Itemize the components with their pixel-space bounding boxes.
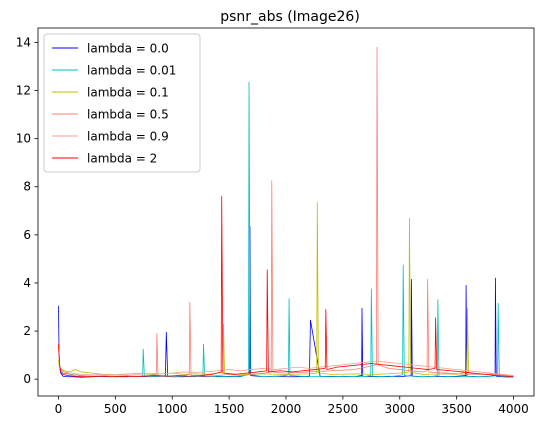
legend-label: lambda = 0.5 [87,108,169,122]
chart-title: psnr_abs (Image26) [220,9,360,25]
axes-layer: 0 500 1000 1500 2000 2500 3000 3500 4000 0 2 4 6 8 10 1… [16,27,535,416]
series-line-5 [58,195,514,378]
legend-label: lambda = 0.1 [87,86,169,100]
x-tick-label: 2000 [271,402,302,416]
x-tick-label: 1500 [214,402,245,416]
y-tick-label: 2 [23,324,31,338]
series-line-4 [58,345,514,376]
x-tick-label: 3500 [441,402,472,416]
y-tick-label: 8 [23,180,31,194]
x-tick-label: 500 [104,402,127,416]
legend-box [43,33,201,173]
y-tick-label: 6 [23,228,31,242]
y-tick-label: 14 [16,35,31,49]
x-tick-label: 4000 [498,402,529,416]
legend-label: lambda = 0.9 [87,130,169,144]
x-tick-label: 0 [55,402,63,416]
x-tick-label: 3000 [384,402,415,416]
y-tick-label: 0 [23,372,31,386]
legend-label: lambda = 0.0 [87,42,169,56]
legend: lambda = 0.0 lambda = 0.01 lambda = 0.1 lam… [43,33,201,173]
x-tick-label: 1000 [157,402,188,416]
legend-label: lambda = 2 [87,152,157,166]
y-tick-label: 10 [16,132,31,146]
x-tick-label: 2500 [328,402,359,416]
y-tick-label: 4 [23,276,31,290]
series-line-3 [58,46,514,377]
legend-label: lambda = 0.01 [87,64,176,78]
y-tick-label: 12 [16,84,31,98]
series-layer [58,46,514,378]
